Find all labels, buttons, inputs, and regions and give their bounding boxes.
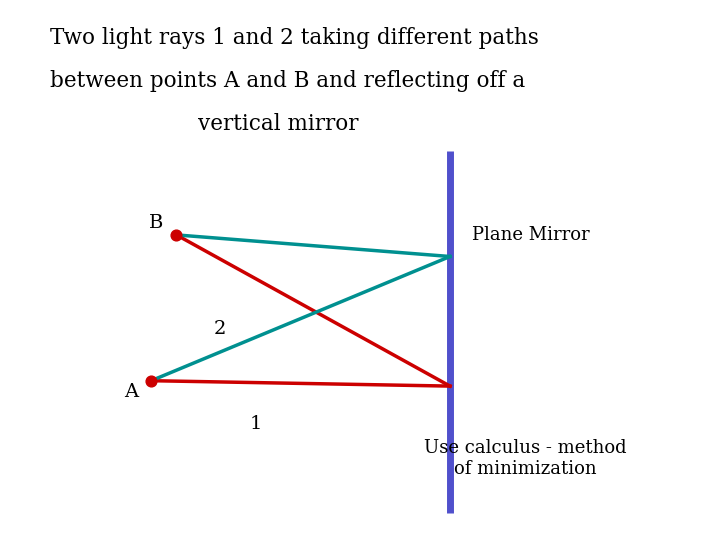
Text: Use calculus - method
of minimization: Use calculus - method of minimization	[424, 439, 627, 478]
Text: Plane Mirror: Plane Mirror	[472, 226, 589, 244]
Text: between points A and B and reflecting off a: between points A and B and reflecting of…	[50, 70, 526, 92]
Text: A: A	[124, 383, 138, 401]
Text: 1: 1	[249, 415, 262, 433]
Text: 2: 2	[213, 320, 226, 339]
Text: Two light rays 1 and 2 taking different paths: Two light rays 1 and 2 taking different …	[50, 27, 539, 49]
Point	[145, 376, 157, 385]
Text: B: B	[149, 214, 163, 232]
Text: vertical mirror: vertical mirror	[198, 113, 359, 136]
Point	[171, 231, 182, 239]
